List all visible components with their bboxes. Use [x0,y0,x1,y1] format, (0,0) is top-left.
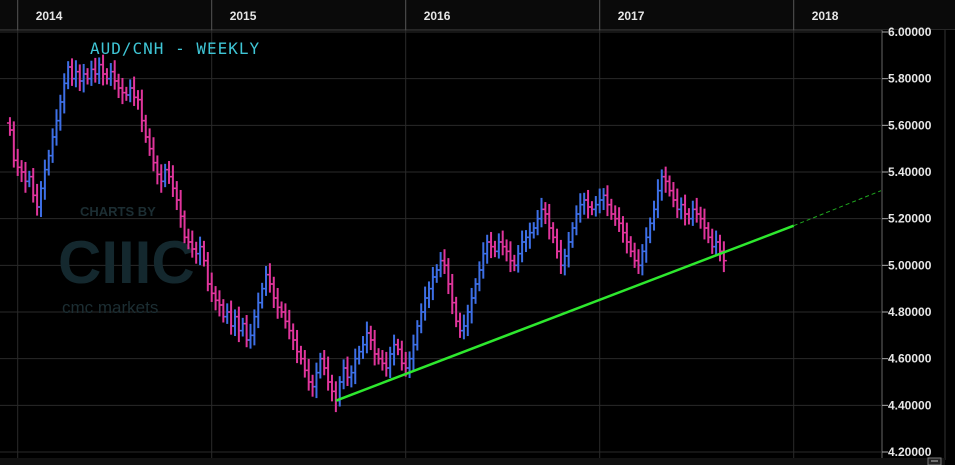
x-tick-label: 2018 [812,9,839,23]
horizontal-scrollbar[interactable] [0,458,945,465]
scroll-controls[interactable] [0,457,945,465]
cmc-markets-watermark: CHARTS BY CIIIC cmc markets [58,204,195,317]
trendline [335,190,882,402]
svg-text:CIIIC: CIIIC [58,229,195,296]
trendline-extension [793,190,882,227]
y-tick-label: 5.20000 [888,212,932,226]
x-tick-label: 2017 [618,9,645,23]
y-tick-label: 5.60000 [888,118,932,132]
x-tick-label: 2016 [424,9,451,23]
trendline-solid [335,224,795,402]
svg-text:cmc markets: cmc markets [62,298,158,317]
y-tick-label: 4.60000 [888,352,932,366]
y-tick-label: 5.00000 [888,258,932,272]
y-tick-label: 6.00000 [888,25,932,39]
y-axis: 6.00000 5.80000 5.60000 5.40000 5.20000 5.000… [881,25,955,465]
x-tick-label: 2015 [230,9,257,23]
y-tick-label: 5.80000 [888,72,932,86]
y-tick-label: 4.80000 [888,305,932,319]
x-axis: 2014 2015 2016 2017 2018 [0,0,955,31]
y-tick-label: 5.40000 [888,165,932,179]
svg-text:CHARTS BY: CHARTS BY [80,204,156,219]
y-axis-panel [882,30,955,465]
x-axis-strip [0,0,955,30]
x-tick-label: 2014 [36,9,63,23]
y-tick-label: 4.40000 [888,398,932,412]
chart-title: AUD/CNH - WEEKLY [90,39,260,58]
ohlc-bars [6,54,727,413]
y-tick-label: 4.20000 [888,445,932,459]
